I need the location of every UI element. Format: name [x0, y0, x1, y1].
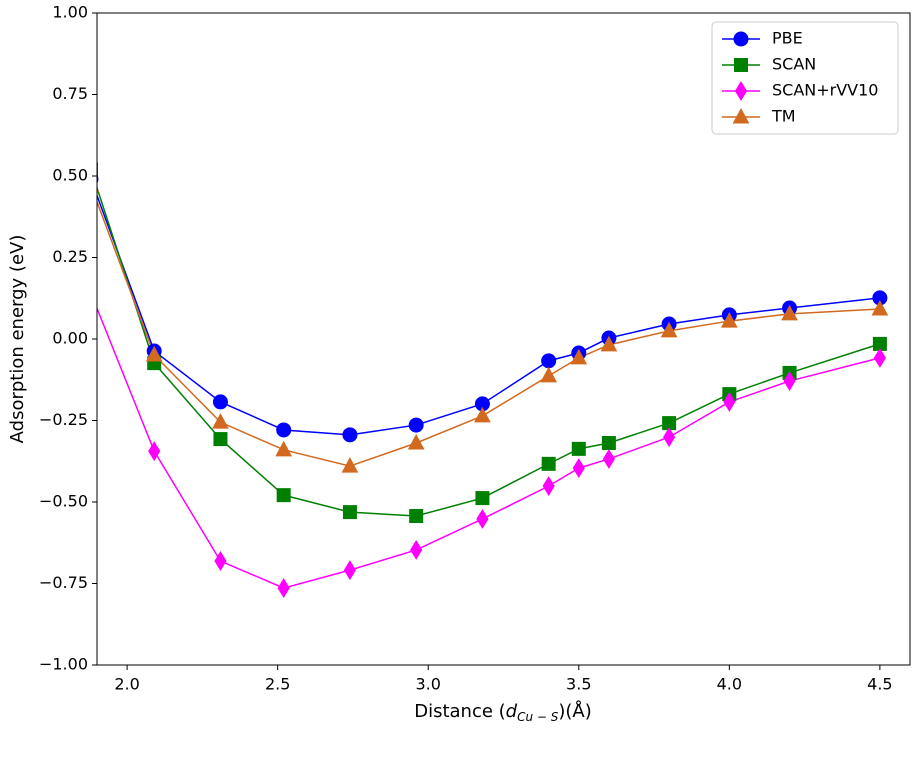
marker [871, 299, 889, 316]
marker [145, 345, 163, 362]
marker [148, 441, 161, 462]
y-tick-label: 1.00 [52, 3, 88, 22]
y-tick-label: 0.00 [52, 329, 88, 348]
x-tick-label: 3.0 [415, 675, 440, 694]
y-tick-label: 0.25 [52, 247, 88, 266]
marker [873, 347, 886, 368]
x-label-part: Distance ( [414, 701, 505, 722]
marker [781, 304, 798, 321]
x-tick-label: 2.5 [265, 675, 290, 694]
marker [476, 508, 489, 529]
y-tick-label: 0.75 [52, 84, 88, 103]
x-tick-label: 4.5 [867, 675, 892, 694]
marker [409, 509, 424, 524]
marker [97, 293, 98, 294]
marker [474, 406, 491, 423]
marker [601, 435, 616, 450]
x-label-part: Cu − S [517, 710, 559, 724]
marker [542, 476, 555, 496]
legend-marker [733, 31, 749, 47]
marker [600, 335, 618, 352]
marker [734, 58, 748, 72]
y-tick-label: −0.50 [39, 492, 88, 511]
marker [276, 488, 291, 503]
x-tick-label: 2.0 [114, 675, 139, 694]
x-tick-label: 3.5 [566, 675, 591, 694]
marker [212, 394, 228, 410]
marker [602, 449, 615, 469]
marker [277, 578, 290, 599]
marker [410, 539, 423, 560]
marker [720, 312, 738, 328]
marker [407, 433, 425, 450]
x-label-part: d [506, 701, 518, 722]
y-tick-label: −1.00 [39, 655, 88, 674]
legend-label: TM [771, 107, 796, 126]
series-line [97, 306, 881, 589]
legend-box [711, 21, 899, 135]
marker [541, 456, 556, 471]
marker [214, 551, 227, 571]
series-line [97, 193, 880, 436]
marker [540, 366, 558, 383]
marker [342, 505, 357, 520]
marker [571, 441, 586, 456]
y-tick-label: −0.75 [39, 573, 88, 592]
marker [732, 107, 750, 124]
marker [572, 458, 585, 479]
marker [570, 348, 588, 365]
x-axis-label: Distance (dCu − S)(Å) [414, 700, 592, 724]
marker [341, 457, 359, 473]
legend-marker [734, 58, 748, 72]
legend-label: PBE [772, 29, 803, 48]
y-axis-label: Adsorption energy (eV) [7, 235, 28, 444]
marker [734, 81, 748, 101]
marker [408, 417, 424, 433]
series-line [97, 185, 881, 517]
marker [663, 427, 676, 448]
marker [212, 413, 229, 429]
marker [213, 432, 228, 447]
marker [342, 427, 358, 443]
marker [276, 422, 292, 438]
legend-marker [734, 81, 748, 101]
plot-area [97, 162, 889, 599]
marker [275, 440, 293, 457]
marker [660, 321, 678, 338]
legend-label: SCAN [772, 55, 816, 74]
marker [733, 31, 749, 47]
marker [475, 491, 490, 506]
legend-label: SCAN+rVV10 [772, 81, 878, 100]
legend-marker [732, 107, 750, 124]
y-tick-label: −0.25 [39, 410, 88, 429]
x-label-part: )(Å) [558, 700, 591, 722]
x-tick-label: 4.0 [717, 675, 742, 694]
y-tick-label: 0.50 [52, 166, 88, 185]
series-line [97, 199, 880, 467]
marker [343, 560, 357, 581]
marker [541, 353, 557, 369]
marker [783, 371, 796, 392]
marker [723, 391, 736, 412]
